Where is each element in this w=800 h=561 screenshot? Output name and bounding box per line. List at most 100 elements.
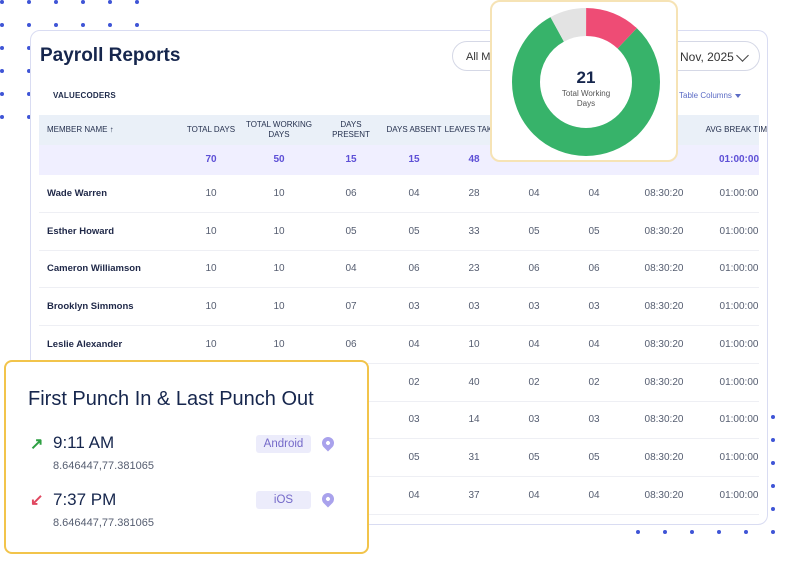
dot <box>0 115 4 119</box>
dot <box>690 530 694 534</box>
dot <box>135 23 139 27</box>
table-row[interactable]: 02 40 02 02 08:30:20 01:00:00 <box>39 364 759 402</box>
table-row[interactable]: 04 37 04 04 08:30:20 01:00:00 <box>39 477 759 515</box>
table-cell: 04 <box>528 188 540 199</box>
table-cell: 08:30:20 <box>644 451 684 463</box>
table-row[interactable]: 03 14 03 03 08:30:20 01:00:00 <box>39 401 759 440</box>
table-cell: 04 <box>408 338 420 350</box>
table-cell: 03 <box>588 414 600 426</box>
table-row[interactable]: Leslie Alexander 10 10 06 04 10 04 04 08:30:20 01… <box>39 326 759 364</box>
table-cell: 08:30:20 <box>644 301 684 313</box>
dot <box>135 0 139 4</box>
table-cell: 10 <box>205 188 217 199</box>
dot <box>27 23 31 27</box>
table-cell: 03 <box>408 414 420 426</box>
punch-out-coords: 8.646447,77.381065 <box>53 517 154 529</box>
punch-in-device-badge: Android <box>256 435 311 453</box>
dot <box>108 23 112 27</box>
table-cell: 03 <box>528 414 540 426</box>
dot <box>108 0 112 4</box>
dot <box>771 438 775 442</box>
table-cell: 10 <box>205 225 217 237</box>
dot <box>0 23 4 27</box>
table-cell: 10 <box>273 188 285 199</box>
column-header: DAYS ABSENT <box>386 125 442 134</box>
dot <box>27 115 31 119</box>
location-pin-icon[interactable] <box>319 490 337 508</box>
dot <box>54 0 58 4</box>
table-cell: 10 <box>273 338 285 350</box>
table-row[interactable]: 05 31 05 05 08:30:20 01:00:00 <box>39 439 759 477</box>
table-cell: 04 <box>408 188 420 199</box>
table-cell: 03 <box>528 301 540 313</box>
page-title: Payroll Reports <box>40 45 181 66</box>
table-row[interactable]: Wade Warren 10 10 06 04 28 04 04 08:30:20 01:00:0… <box>39 175 759 213</box>
table-cell: 01:00:00 <box>719 225 759 237</box>
table-cell: 08:30:20 <box>644 376 684 388</box>
table-cell: 05 <box>528 451 540 463</box>
member-name: Wade Warren <box>47 188 108 199</box>
column-header: TOTAL WORKING DAYS <box>245 120 313 139</box>
table-cell: 01:00:00 <box>719 376 759 388</box>
total-value: 01:00:00 <box>718 154 760 165</box>
table-cell: 03 <box>408 301 420 313</box>
table-cell: 08:30:20 <box>644 225 684 237</box>
punch-in-time: 9:11 AM <box>53 433 115 452</box>
table-row[interactable]: Esther Howard 10 10 05 05 33 05 05 08:30:20 01:00… <box>39 213 759 251</box>
table-cell: 05 <box>408 451 420 463</box>
dot <box>27 0 31 4</box>
donut-segment-0 <box>512 8 660 156</box>
punch-title: First Punch In & Last Punch Out <box>28 388 314 410</box>
donut-segment-1 <box>512 8 660 156</box>
dot <box>27 46 31 50</box>
table-cell: 02 <box>588 376 600 388</box>
member-name: Leslie Alexander <box>47 338 123 350</box>
table-columns-toggle[interactable]: Table Columns <box>679 91 741 100</box>
table-cell: 04 <box>528 489 540 501</box>
dot <box>744 530 748 534</box>
table-cell: 06 <box>408 263 420 275</box>
donut-value: 21 <box>576 68 596 87</box>
punch-out-time: 7:37 PM <box>53 490 117 509</box>
column-header-member-name[interactable]: MEMBER NAME ↑ <box>47 125 114 134</box>
member-name: Esther Howard <box>47 225 115 237</box>
table-cell: 33 <box>468 225 480 237</box>
table-cell: 04 <box>408 489 420 501</box>
column-header: LEAVES TAKEN <box>444 125 504 134</box>
table-cell: 28 <box>468 188 480 199</box>
table-cell: 02 <box>408 376 420 388</box>
dot <box>81 0 85 4</box>
table-row[interactable]: Brooklyn Simmons 10 10 07 03 03 03 03 08:30:20 01… <box>39 288 759 327</box>
table-cell: 10 <box>205 338 217 350</box>
total-value: 15 <box>345 154 357 165</box>
chevron-down-icon <box>736 49 749 62</box>
punch-in-coords: 8.646447,77.381065 <box>53 460 154 472</box>
table-cell: 01:00:00 <box>719 301 759 313</box>
total-value: 48 <box>468 154 480 165</box>
table-cell: 06 <box>528 263 540 275</box>
dot <box>0 46 4 50</box>
table-cell: 10 <box>205 263 217 275</box>
dot <box>27 69 31 73</box>
dot <box>636 530 640 534</box>
company-name: VALUECODERS <box>53 91 116 100</box>
table-cell: 07 <box>345 301 357 313</box>
dot <box>771 484 775 488</box>
table-cell: 04 <box>528 338 540 350</box>
table-cell: 08:30:20 <box>644 414 684 426</box>
location-pin-icon[interactable] <box>319 434 337 452</box>
table-cell: 05 <box>588 451 600 463</box>
table-cell: 08:30:20 <box>644 338 684 350</box>
dot <box>54 23 58 27</box>
arrow-down-left-icon: ↙ <box>30 492 44 509</box>
dot <box>0 69 4 73</box>
working-days-donut-card: 21 Total Working Days <box>490 0 678 162</box>
donut-label: Total Working Days <box>492 89 680 109</box>
table-cell: 03 <box>468 301 480 313</box>
donut-chart <box>512 8 660 156</box>
table-cell: 08:30:20 <box>644 489 684 501</box>
donut-label-line2: Days <box>576 99 596 108</box>
table-row[interactable]: Cameron Williamson 10 10 04 06 23 06 06 08:30:20… <box>39 250 759 289</box>
table-cell: 10 <box>273 301 285 313</box>
table-cell: 08:30:20 <box>644 263 684 275</box>
